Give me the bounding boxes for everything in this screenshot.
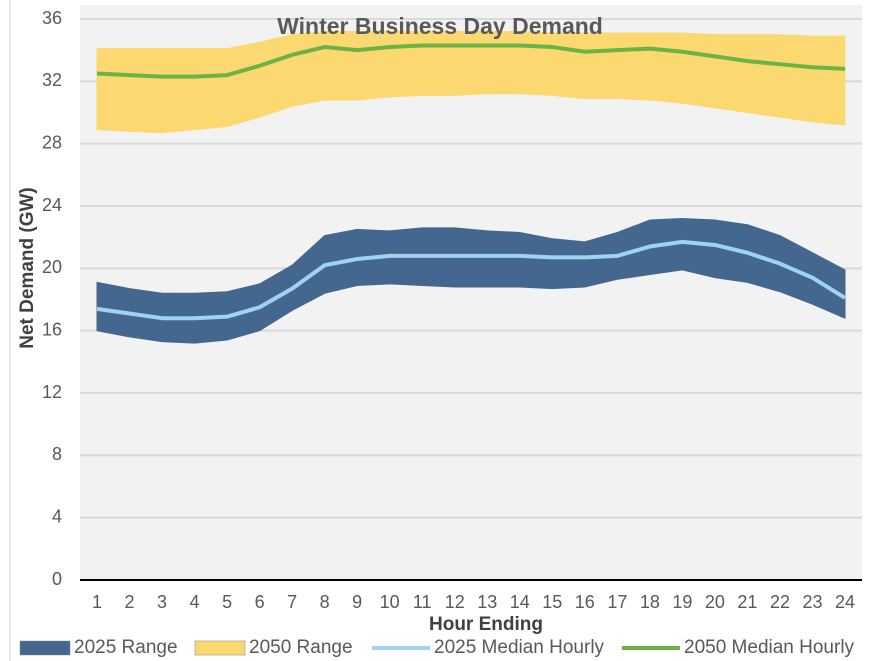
x-tick-label: 15: [542, 592, 562, 612]
y-tick-label: 32: [42, 70, 62, 90]
x-tick-label: 4: [190, 592, 200, 612]
legend-label: 2050 Median Hourly: [684, 637, 855, 658]
x-tick-label: 8: [320, 592, 330, 612]
y-tick-label: 12: [42, 382, 62, 402]
x-tick-label: 9: [352, 592, 362, 612]
chart-title: Winter Business Day Demand: [277, 13, 603, 39]
x-tick-label: 10: [380, 592, 400, 612]
median-line: [96, 43, 846, 79]
x-tick-label: 18: [640, 592, 660, 612]
x-tick-label: 1: [92, 592, 102, 612]
x-tick-label: 19: [672, 592, 692, 612]
x-tick-label: 13: [477, 592, 497, 612]
legend-swatch: [194, 640, 246, 656]
legend-swatch: [19, 640, 71, 656]
x-axis-label: Hour Ending: [429, 614, 543, 635]
x-tick-label: 2: [125, 592, 135, 612]
x-tick-label: 23: [802, 592, 822, 612]
legend-label: 2025 Median Hourly: [434, 637, 605, 658]
y-tick-label: 8: [52, 444, 62, 464]
range-band: [96, 217, 846, 344]
x-tick-label: 3: [157, 592, 167, 612]
x-tick-label: 6: [255, 592, 265, 612]
y-tick-label: 28: [42, 132, 62, 152]
x-tick-label: 24: [835, 592, 855, 612]
x-tick-label: 17: [607, 592, 627, 612]
x-tick-label: 11: [413, 592, 432, 612]
x-tick-label: 21: [737, 592, 757, 612]
x-tick-label: 5: [222, 592, 232, 612]
x-tick-label: 14: [510, 592, 530, 612]
y-axis-label: Net Demand (GW): [17, 187, 38, 349]
y-tick-label: 0: [52, 569, 62, 589]
x-tick-label: 22: [770, 592, 790, 612]
y-tick-label: 36: [42, 8, 62, 28]
x-tick-label: 7: [287, 592, 297, 612]
y-tick-label: 16: [42, 319, 62, 339]
legend-label: 2050 Range: [249, 637, 353, 658]
legend-label: 2025 Range: [74, 637, 178, 658]
x-tick-label: 16: [575, 592, 595, 612]
x-tick-label: 12: [445, 592, 465, 612]
x-tick-label: 20: [705, 592, 725, 612]
y-tick-label: 24: [42, 195, 62, 215]
y-tick-label: 4: [52, 506, 62, 526]
median-line: [96, 239, 847, 321]
y-tick-label: 20: [42, 257, 62, 277]
